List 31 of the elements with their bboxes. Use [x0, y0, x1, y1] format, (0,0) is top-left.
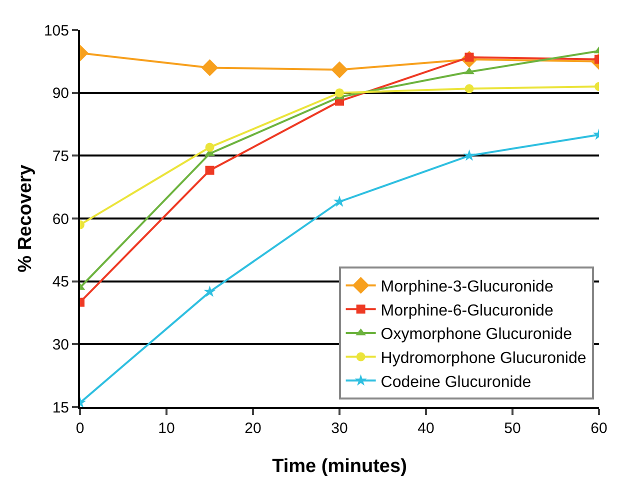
- point: [331, 61, 348, 78]
- point: [464, 84, 474, 94]
- x-tick-label: 30: [331, 420, 348, 437]
- point: [205, 142, 214, 152]
- point: [204, 286, 216, 297]
- x-tick-label: 20: [244, 420, 262, 437]
- y-tick-label: 45: [52, 274, 69, 291]
- x-axis-title: Time (minutes): [272, 456, 407, 477]
- point: [205, 166, 214, 175]
- point: [335, 88, 344, 98]
- legend-label: Morphine-3-Glucuronide: [380, 278, 554, 296]
- y-tick-label: 105: [44, 22, 69, 40]
- x-tick-label: 60: [590, 420, 608, 437]
- point: [201, 59, 218, 76]
- point: [463, 149, 476, 161]
- legend-label: Hydromorphone Glucuronide: [380, 350, 586, 367]
- point: [464, 67, 474, 74]
- y-tick-label: 60: [52, 210, 69, 228]
- x-tick-label: 0: [76, 420, 84, 437]
- point: [334, 195, 346, 207]
- x-tick-label: 10: [158, 420, 175, 437]
- y-axis-title: % Recovery: [15, 164, 36, 272]
- x-tick-label: 40: [418, 420, 434, 437]
- legend-label: Oxymorphone Glucuronide: [380, 326, 572, 344]
- y-tick-label: 75: [52, 148, 69, 165]
- y-tick-label: 15: [52, 399, 69, 416]
- legend-label: Morphine-6-Glucuronide: [380, 302, 554, 320]
- legend-label: Codeine Glucuronide: [380, 374, 532, 391]
- y-tick-label: 30: [52, 336, 69, 354]
- x-tick-label: 50: [504, 420, 521, 437]
- y-tick-label: 90: [52, 85, 69, 102]
